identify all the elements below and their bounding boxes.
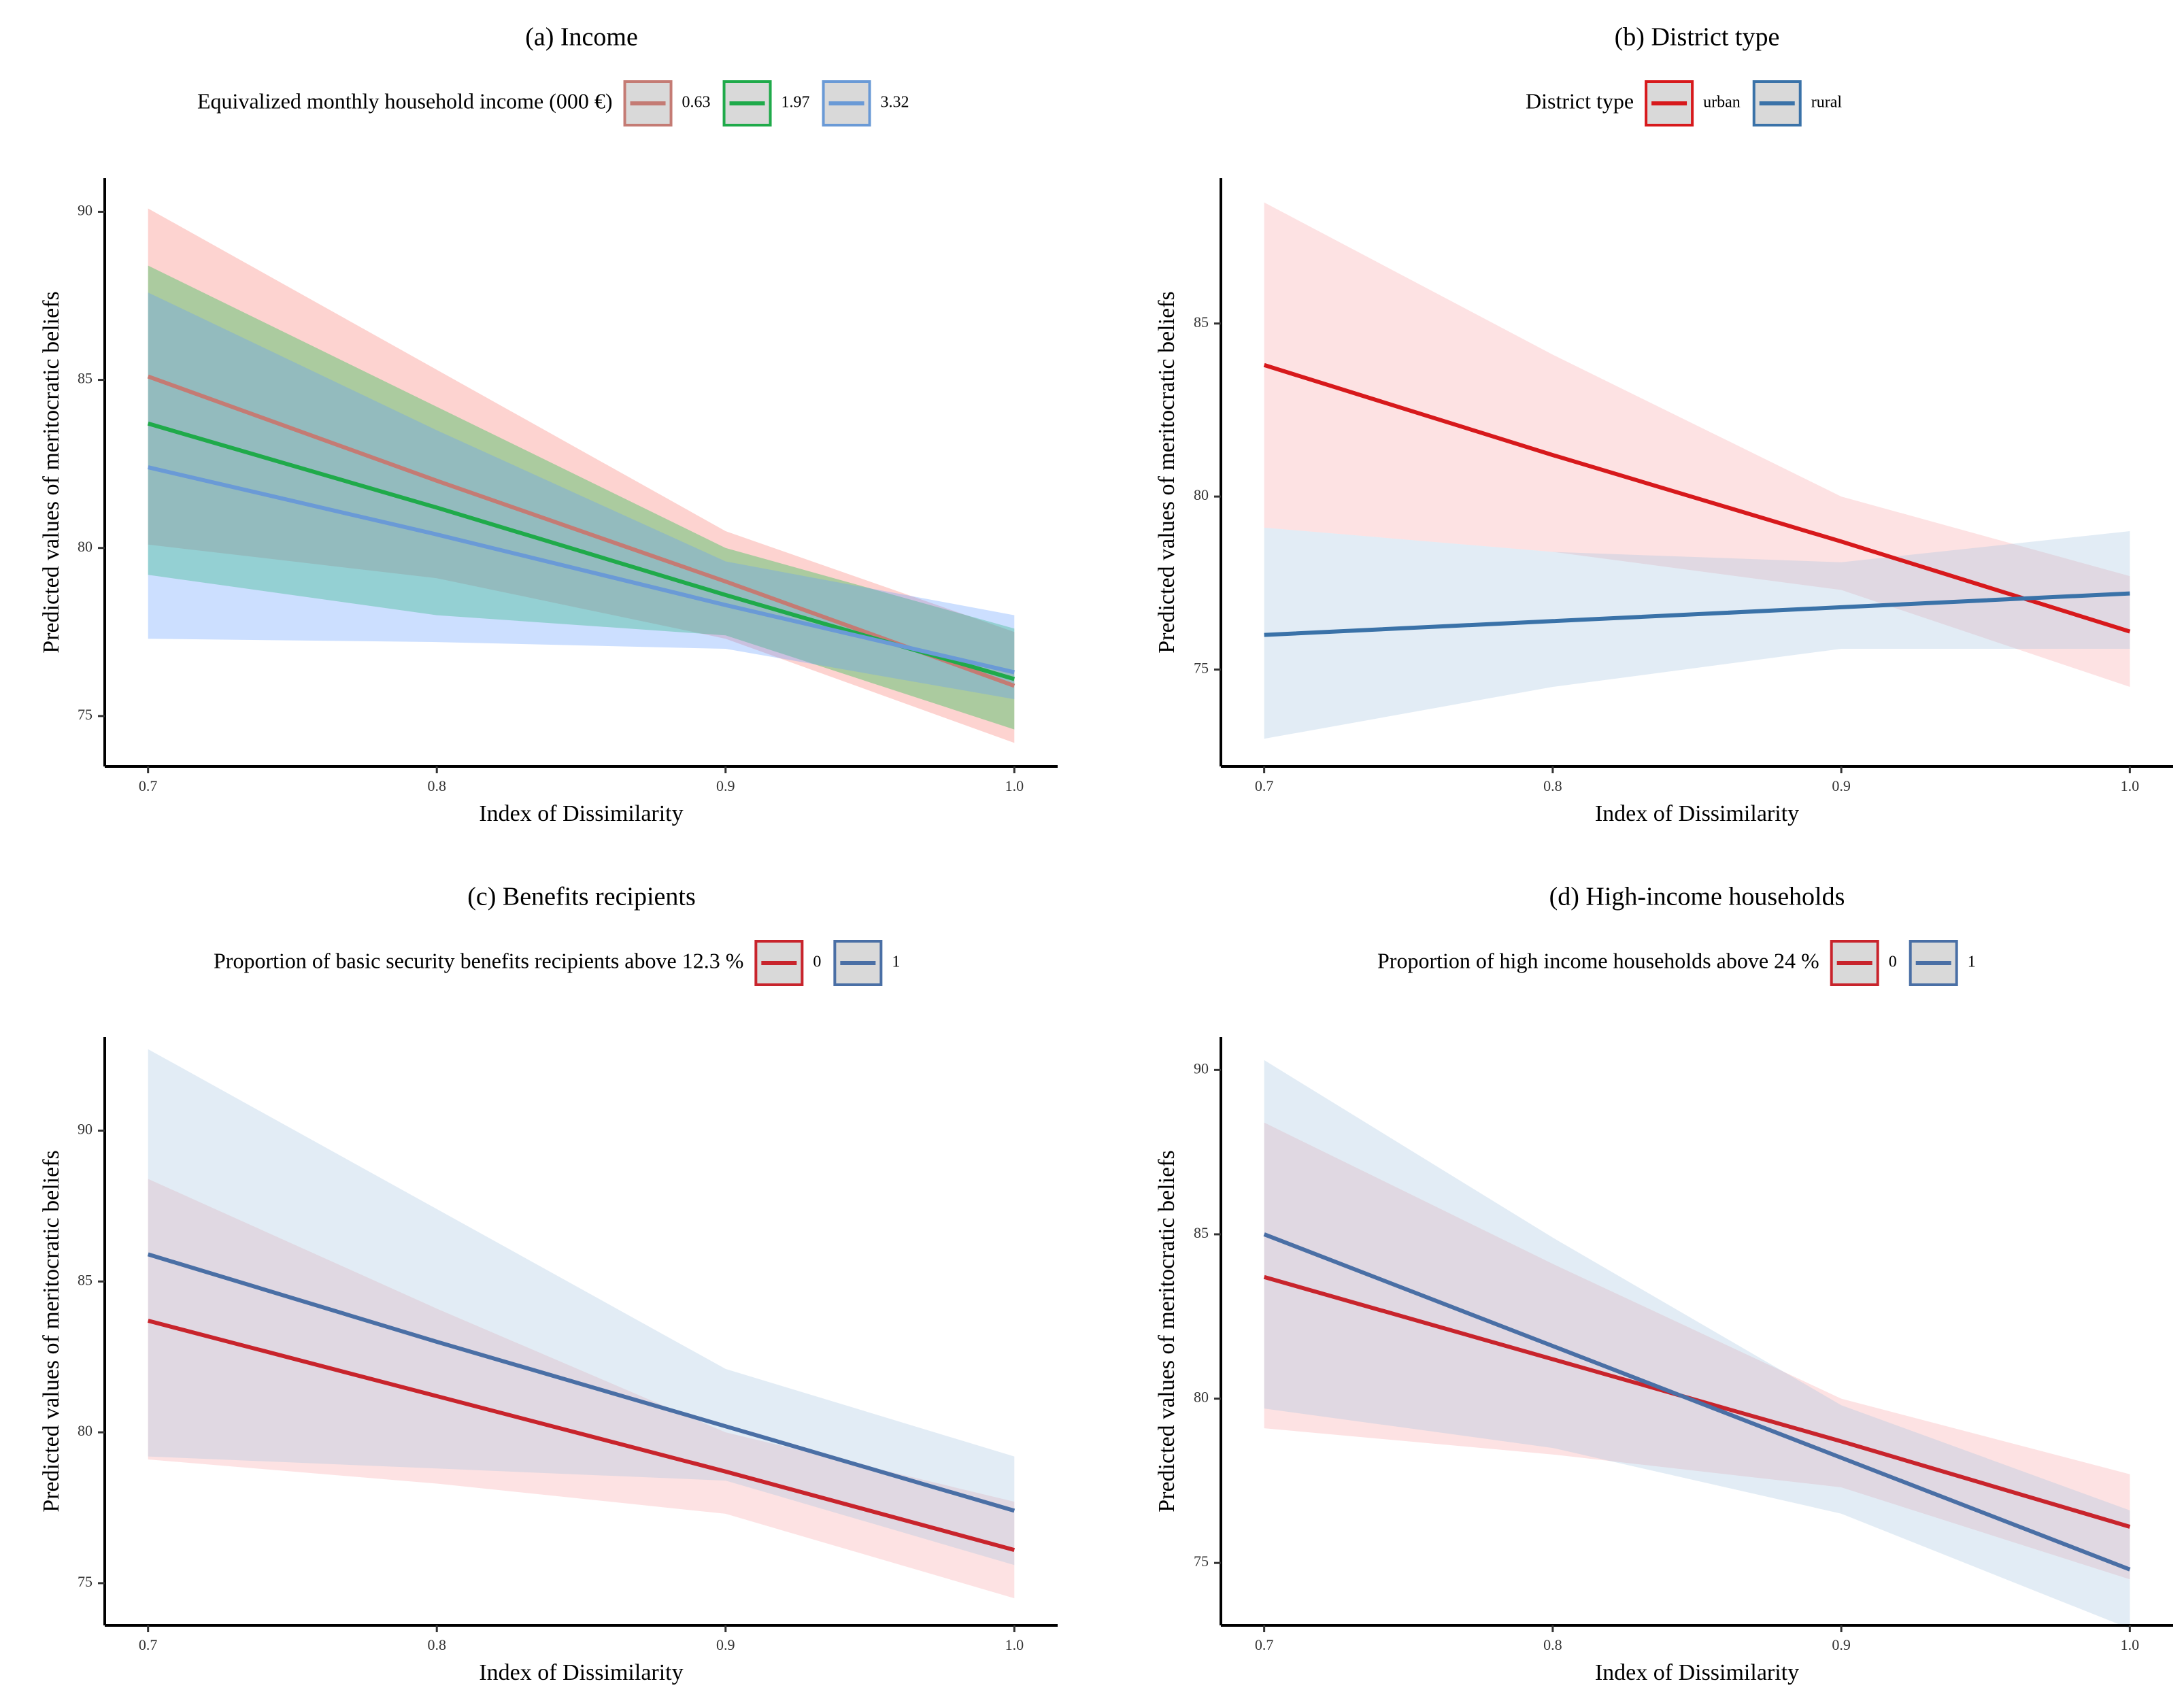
legend-label: 1 (892, 953, 900, 971)
x-tick-label: 0.7 (139, 777, 158, 794)
legend-label: 1.97 (782, 94, 810, 112)
y-axis-label: Predicted values of meritocratic beliefs (1154, 1150, 1179, 1512)
legend-title: District type (1526, 88, 1634, 113)
legend-item: 0 (1830, 940, 1897, 986)
legend-item: 0 (754, 940, 821, 986)
legend: Equivalized monthly household income (00… (197, 80, 909, 126)
legend-item: 0.63 (623, 80, 711, 126)
x-tick-label: 0.9 (1832, 1636, 1851, 1653)
legend-item: rural (1752, 80, 1843, 126)
x-tick-label: 1.0 (2121, 777, 2140, 794)
y-tick-label: 75 (78, 706, 93, 723)
x-tick-label: 0.7 (139, 1636, 158, 1653)
y-tick-label: 90 (1194, 1060, 1209, 1077)
y-tick-label: 85 (1194, 314, 1209, 331)
legend-title: Proportion of basic security benefits re… (214, 948, 743, 973)
panel-c: (c) Benefits recipients Proportion of bas… (39, 883, 1058, 1685)
x-tick-label: 0.8 (1543, 1636, 1562, 1653)
y-axis-label: Predicted values of meritocratic beliefs (39, 291, 64, 653)
legend: Proportion of high income households abo… (1377, 940, 1976, 986)
y-axis-label: Predicted values of meritocratic beliefs (1154, 291, 1179, 653)
confidence-band-1 (1264, 1060, 2130, 1629)
panel-a: (a) Income Equivalized monthly household … (39, 23, 1058, 826)
x-tick-label: 0.8 (427, 777, 446, 794)
chart-title: (b) District type (1615, 23, 1780, 52)
panel-d: (d) High-income households Proportion of … (1154, 883, 2173, 1685)
legend-label: 0.63 (682, 94, 711, 112)
legend: District type urban rural (1526, 80, 1843, 126)
legend-title: Equivalized monthly household income (00… (197, 88, 613, 113)
legend-label: rural (1811, 94, 1843, 112)
panel-b: (b) District type District type urban rural… (1154, 23, 2173, 826)
x-tick-label: 1.0 (2121, 1636, 2140, 1653)
y-tick-label: 85 (78, 370, 93, 387)
confidence-band-1.97 (148, 265, 1015, 730)
legend-label: 1 (1968, 953, 1976, 971)
x-tick-label: 0.7 (1255, 777, 1274, 794)
series-line-rural (1264, 591, 2130, 637)
x-tick-label: 0.9 (716, 1636, 735, 1653)
series-line-0 (147, 1319, 1015, 1552)
series-line-3.32 (148, 465, 1015, 675)
chart-title: (d) High-income households (1549, 883, 1845, 911)
legend-title: Proportion of high income households abo… (1377, 948, 1819, 973)
x-axis-label: Index of Dissimilarity (1595, 1660, 1799, 1685)
x-tick-label: 0.7 (1255, 1636, 1274, 1653)
x-axis-label: Index of Dissimilarity (1595, 801, 1799, 826)
y-tick-label: 80 (1194, 486, 1209, 503)
x-tick-label: 1.0 (1005, 777, 1024, 794)
confidence-band-1 (148, 1049, 1015, 1566)
legend-item: 3.32 (822, 80, 909, 126)
legend-label: 0 (1889, 953, 1897, 971)
y-tick-label: 80 (78, 1422, 93, 1439)
x-tick-label: 0.8 (1543, 777, 1562, 794)
x-axis-label: Index of Dissimilarity (479, 1660, 683, 1685)
y-tick-label: 85 (78, 1271, 93, 1288)
legend: Proportion of basic security benefits re… (214, 940, 900, 986)
x-tick-label: 0.8 (427, 1636, 446, 1653)
y-tick-label: 75 (1194, 1553, 1209, 1570)
y-tick-label: 75 (78, 1573, 93, 1590)
chart-title: (c) Benefits recipients (467, 883, 696, 911)
series-line-urban (1263, 362, 2131, 634)
series-line-1 (1263, 1232, 2131, 1572)
series-line-1 (147, 1252, 1015, 1513)
legend-item: 1 (833, 940, 900, 986)
confidence-band-3.32 (148, 292, 1015, 700)
legend-item: 1.97 (722, 80, 810, 126)
legend-label: 3.32 (881, 94, 909, 112)
confidence-band-rural (1264, 527, 2130, 739)
y-tick-label: 80 (1194, 1389, 1209, 1406)
x-tick-label: 0.9 (716, 777, 735, 794)
series-line-0.63 (147, 374, 1015, 688)
y-tick-label: 90 (78, 201, 93, 218)
y-tick-label: 85 (1194, 1224, 1209, 1241)
legend-label: 0 (813, 953, 821, 971)
confidence-band-0 (1264, 1122, 2130, 1580)
y-tick-label: 90 (78, 1121, 93, 1138)
y-tick-label: 75 (1194, 660, 1209, 677)
legend-label: urban (1703, 94, 1741, 112)
confidence-band-0 (148, 1179, 1015, 1599)
y-axis-label: Predicted values of meritocratic beliefs (39, 1150, 64, 1512)
x-tick-label: 0.9 (1832, 777, 1851, 794)
x-axis-label: Index of Dissimilarity (479, 801, 683, 826)
x-tick-label: 1.0 (1005, 1636, 1024, 1653)
legend-item: urban (1645, 80, 1741, 126)
y-tick-label: 80 (78, 538, 93, 555)
chart-title: (a) Income (525, 23, 638, 52)
legend-item: 1 (1909, 940, 1976, 986)
